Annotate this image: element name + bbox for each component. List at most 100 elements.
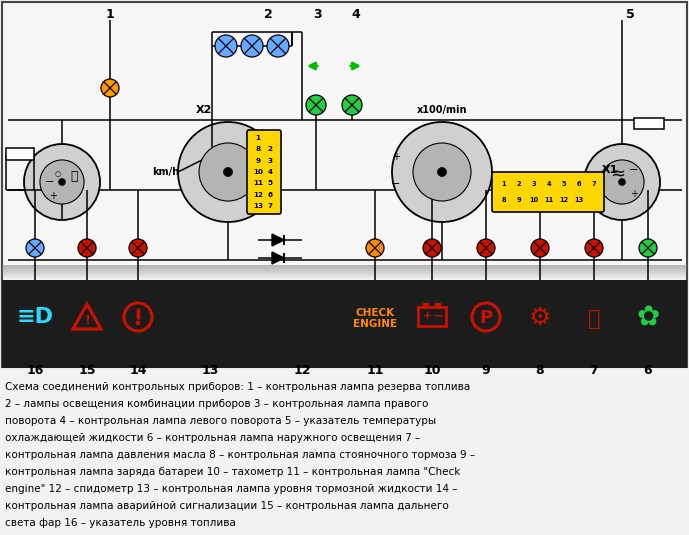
Text: охлаждающей жидкости 6 – контрольная лампа наружного освещения 7 –: охлаждающей жидкости 6 – контрольная лам… <box>5 433 420 443</box>
Circle shape <box>423 239 441 257</box>
Text: 11: 11 <box>367 363 384 377</box>
Circle shape <box>413 143 471 201</box>
Text: +: + <box>630 189 638 199</box>
Circle shape <box>392 122 492 222</box>
Text: света фар 16 – указатель уровня топлива: света фар 16 – указатель уровня топлива <box>5 518 236 528</box>
Text: +: + <box>49 191 57 201</box>
Circle shape <box>267 35 289 57</box>
Text: ≈: ≈ <box>610 165 626 183</box>
Text: +: + <box>422 311 431 321</box>
Circle shape <box>366 239 384 257</box>
Text: 9: 9 <box>256 158 260 164</box>
Text: 2: 2 <box>517 181 522 187</box>
Text: 10: 10 <box>529 197 539 203</box>
Circle shape <box>24 144 100 220</box>
Text: !: ! <box>84 314 90 326</box>
Text: x100/min: x100/min <box>417 105 467 115</box>
Text: 9: 9 <box>482 363 491 377</box>
Bar <box>2 280 687 368</box>
Text: 7: 7 <box>590 363 598 377</box>
Text: −: − <box>629 165 639 175</box>
Text: 12: 12 <box>559 197 568 203</box>
Circle shape <box>129 239 147 257</box>
Circle shape <box>477 239 495 257</box>
Text: контрольная лампа давления масла 8 – контрольная лампа стояночного тормоза 9 –: контрольная лампа давления масла 8 – кон… <box>5 450 475 460</box>
Text: 2: 2 <box>267 146 273 152</box>
Text: 5: 5 <box>267 180 273 186</box>
Circle shape <box>531 239 549 257</box>
Text: 🔧: 🔧 <box>588 309 600 329</box>
Text: engine" 12 – спидометр 13 – контрольная лампа уровня тормозной жидкости 14 –: engine" 12 – спидометр 13 – контрольная … <box>5 484 457 494</box>
Bar <box>2 265 687 266</box>
Text: 9: 9 <box>517 197 522 203</box>
Text: 15: 15 <box>79 363 96 377</box>
Text: 3: 3 <box>313 7 322 20</box>
Circle shape <box>178 122 278 222</box>
Text: 1: 1 <box>105 7 114 20</box>
Text: ✿: ✿ <box>637 303 659 331</box>
Circle shape <box>639 239 657 257</box>
Text: 7: 7 <box>267 203 273 209</box>
Text: −: − <box>434 310 444 323</box>
Bar <box>2 279 687 280</box>
Bar <box>634 118 664 129</box>
Text: 12: 12 <box>294 363 311 377</box>
Text: 1: 1 <box>256 135 260 141</box>
Text: 12: 12 <box>253 192 263 198</box>
Text: ○: ○ <box>55 171 61 177</box>
Text: +: + <box>392 152 400 162</box>
Circle shape <box>584 144 660 220</box>
Text: 10: 10 <box>423 363 441 377</box>
Text: 8: 8 <box>535 363 544 377</box>
Text: 4: 4 <box>267 169 273 175</box>
Circle shape <box>438 167 446 177</box>
Circle shape <box>619 179 626 186</box>
Bar <box>2 266 687 267</box>
Text: поворота 4 – контрольная лампа левого поворота 5 – указатель температуры: поворота 4 – контрольная лампа левого по… <box>5 416 436 426</box>
Polygon shape <box>272 234 284 246</box>
Text: 6: 6 <box>577 181 582 187</box>
Bar <box>435 303 440 307</box>
Text: контрольная лампа аварийной сигнализации 15 – контрольная лампа дальнего: контрольная лампа аварийной сигнализации… <box>5 501 449 511</box>
Text: P: P <box>480 309 493 327</box>
FancyBboxPatch shape <box>492 172 604 212</box>
Bar <box>2 274 687 275</box>
Bar <box>2 268 687 269</box>
Circle shape <box>136 321 140 325</box>
FancyBboxPatch shape <box>247 130 281 214</box>
Text: 13: 13 <box>201 363 218 377</box>
Circle shape <box>585 239 603 257</box>
Text: 6: 6 <box>267 192 273 198</box>
Bar <box>2 277 687 278</box>
Text: X1: X1 <box>601 165 618 175</box>
Circle shape <box>241 35 263 57</box>
Text: 10: 10 <box>253 169 263 175</box>
Circle shape <box>59 179 65 186</box>
Text: ⚙: ⚙ <box>529 306 551 330</box>
Bar <box>423 303 428 307</box>
Text: контрольная лампа заряда батареи 10 – тахометр 11 – контрольная лампа "Check: контрольная лампа заряда батареи 10 – та… <box>5 467 460 477</box>
Bar <box>2 270 687 271</box>
Circle shape <box>40 160 84 204</box>
Circle shape <box>600 160 644 204</box>
Text: km/h: km/h <box>152 167 180 177</box>
Bar <box>2 267 687 268</box>
Text: 13: 13 <box>575 197 584 203</box>
Text: −: − <box>391 179 401 189</box>
Text: 2 – лампы освещения комбинации приборов 3 – контрольная лампа правого: 2 – лампы освещения комбинации приборов … <box>5 399 429 409</box>
Circle shape <box>215 35 237 57</box>
Bar <box>2 269 687 270</box>
Circle shape <box>26 239 44 257</box>
Polygon shape <box>272 252 284 264</box>
Text: Схема соединений контрольных приборов: 1 – контрольная лампа резерва топлива: Схема соединений контрольных приборов: 1… <box>5 382 471 392</box>
Text: 4: 4 <box>546 181 551 187</box>
Bar <box>2 2 687 367</box>
Text: X2: X2 <box>196 105 212 115</box>
Bar <box>2 273 687 274</box>
Text: 5: 5 <box>626 7 635 20</box>
Text: ≡D: ≡D <box>17 307 54 327</box>
Circle shape <box>223 167 232 177</box>
Text: 3: 3 <box>532 181 536 187</box>
Bar <box>2 275 687 276</box>
Text: 5: 5 <box>562 181 566 187</box>
